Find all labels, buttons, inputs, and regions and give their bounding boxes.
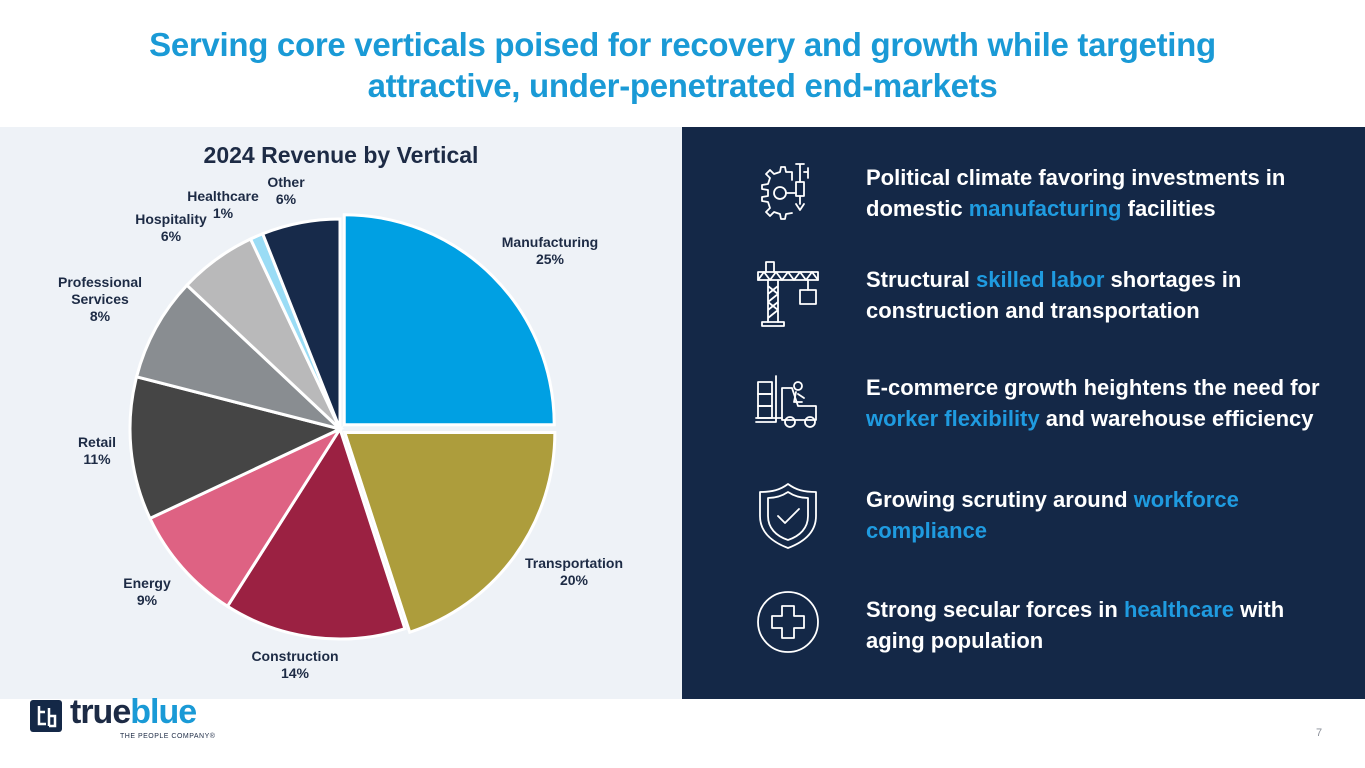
logo-wordmark: trueblue [70, 693, 197, 732]
insight-text: Structural skilled labor shortages in co… [866, 264, 1336, 326]
insight-text-part: Strong secular forces in [866, 597, 1124, 622]
pie-slice-construction [225, 425, 407, 641]
insight-skilled-labor: Structural skilled labor shortages in co… [682, 260, 1365, 340]
pie-labels: Manufacturing 25% Transportation 20% Constru… [58, 174, 623, 681]
insight-text-part: E-commerce growth heightens the need for [866, 375, 1320, 400]
pie-label-other: Other 6% [267, 174, 305, 207]
insight-text-part: Growing scrutiny around [866, 487, 1134, 512]
pie-slice-retail [128, 374, 345, 521]
forklift-icon [752, 368, 824, 440]
insight-text: E-commerce growth heightens the need for… [866, 372, 1336, 434]
insight-text: Strong secular forces in healthcare with… [866, 594, 1336, 656]
insights-panel [682, 127, 1365, 699]
pie-label-healthcare: Healthcare 1% [187, 188, 259, 221]
chart-title: 2024 Revenue by Vertical [204, 142, 479, 168]
gear-robot-arm-icon [752, 158, 824, 230]
insight-highlight: worker flexibility [866, 406, 1040, 431]
insight-text: Growing scrutiny around workforce compli… [866, 484, 1336, 546]
pie-slices [128, 213, 557, 641]
pie-label-energy: Energy 9% [123, 575, 171, 608]
insight-text-part: Political climate favoring investments i… [866, 165, 1286, 221]
insight-highlight: workforce compliance [866, 487, 1239, 543]
insight-text: Political climate favoring investments i… [866, 162, 1336, 224]
page-title-line-2: attractive, under-penetrated end-markets [367, 67, 998, 104]
insight-text-part: and warehouse efficiency [1039, 406, 1314, 431]
page-title: Serving core verticals poised for recove… [0, 24, 1365, 106]
insight-text-part: facilities [1121, 196, 1216, 221]
logo-mark-icon [30, 700, 62, 732]
insight-text-part: Structural [866, 267, 977, 292]
pie-slice-professional-services [134, 283, 342, 431]
insight-manufacturing: Political climate favoring investments i… [682, 158, 1365, 238]
medical-cross-icon [752, 590, 824, 662]
pie-slice-transportation [342, 431, 557, 635]
trueblue-logo: trueblue THE PEOPLE COMPANY® [30, 693, 220, 745]
insight-text-part: shortages in construction and transporta… [866, 267, 1242, 323]
logo-tagline: THE PEOPLE COMPANY® [120, 733, 216, 740]
insight-highlight: manufacturing [968, 196, 1122, 221]
insight-healthcare: Strong secular forces in healthcare with… [682, 590, 1365, 670]
pie-slice-manufacturing [342, 213, 556, 427]
pie-label-professional-services: Professional Services 8% [58, 274, 142, 324]
logo-word-part1: true [70, 693, 131, 731]
insight-workforce-compliance: Growing scrutiny around workforce compli… [682, 480, 1365, 560]
pie-label-hospitality: Hospitality 6% [135, 211, 207, 244]
shield-check-icon [752, 480, 824, 552]
construction-crane-icon [752, 260, 824, 332]
pie-label-transportation: Transportation 20% [525, 555, 623, 588]
insight-highlight: healthcare [1123, 597, 1235, 622]
revenue-pie-chart: 2024 Revenue by Vertical Manufacturing 25… [58, 142, 623, 681]
page-title-line-1: Serving core verticals poised for recove… [149, 26, 1216, 63]
insight-worker-flexibility: E-commerce growth heightens the need for… [682, 368, 1365, 448]
pie-label-retail: Retail 11% [78, 434, 116, 467]
insight-text-part: with aging population [866, 597, 1285, 653]
pie-label-construction: Construction 14% [251, 648, 338, 681]
logo-word-part2: blue [130, 693, 197, 731]
pie-label-manufacturing: Manufacturing 25% [502, 234, 598, 267]
page-number: 7 [1316, 727, 1323, 739]
insight-highlight: skilled labor [976, 267, 1105, 292]
pie-slice-other [260, 217, 342, 430]
pie-slice-energy [147, 425, 345, 609]
